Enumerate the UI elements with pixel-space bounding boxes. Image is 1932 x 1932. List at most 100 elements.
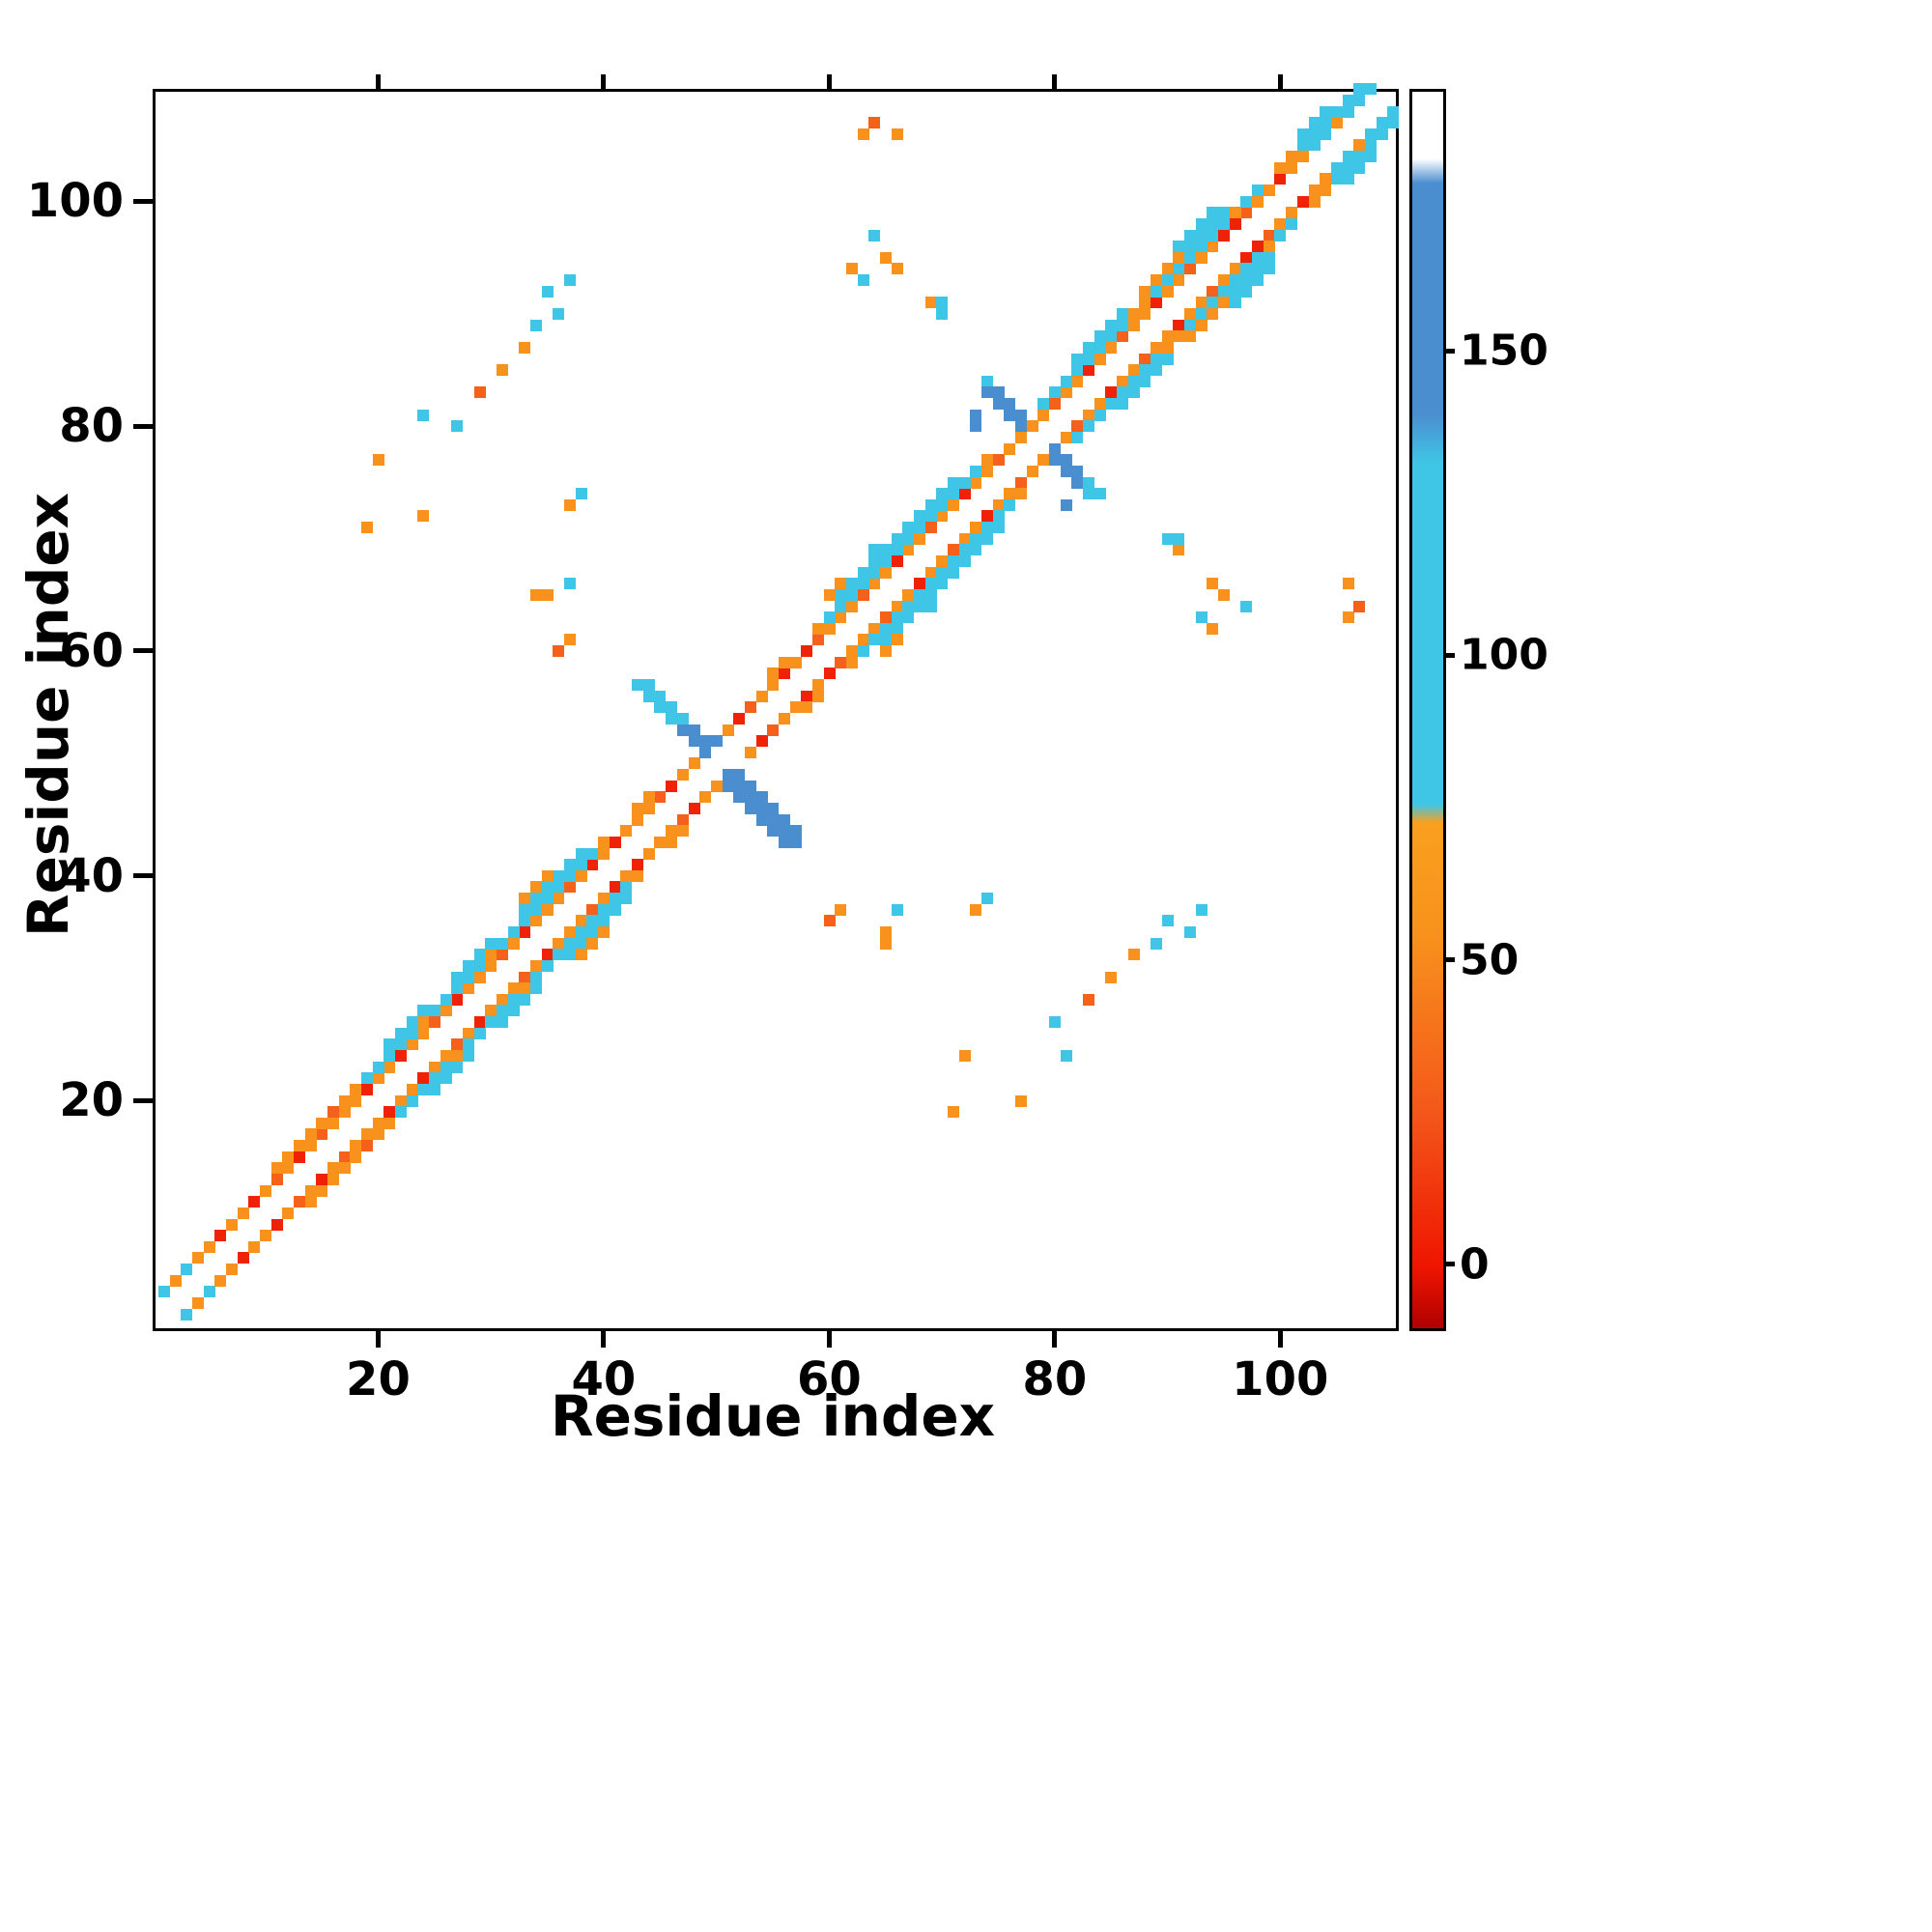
- heatmap-cell: [564, 881, 577, 894]
- heatmap-cell: [902, 600, 915, 612]
- heatmap-cell: [1387, 117, 1400, 129]
- heatmap-cell: [632, 869, 644, 882]
- heatmap-cell: [1184, 263, 1197, 275]
- heatmap-cell: [530, 319, 542, 331]
- heatmap-cell: [1161, 353, 1174, 365]
- heatmap-cell: [1218, 207, 1231, 219]
- heatmap-cell: [429, 1072, 440, 1085]
- heatmap-cell: [1127, 386, 1140, 399]
- heatmap-cell: [1252, 241, 1264, 253]
- heatmap-cell: [1376, 117, 1388, 129]
- heatmap-cell: [282, 1162, 295, 1175]
- heatmap-cell: [338, 1094, 351, 1107]
- heatmap-cell: [879, 645, 892, 657]
- heatmap-cell: [801, 701, 813, 714]
- y-axis-label: Residue index: [15, 492, 81, 938]
- heatmap-cell: [1161, 285, 1174, 298]
- heatmap-cell: [924, 566, 937, 579]
- heatmap-cell: [823, 915, 836, 927]
- heatmap-cell: [1353, 94, 1366, 106]
- heatmap-cell: [372, 1061, 384, 1073]
- heatmap-cell: [666, 712, 678, 724]
- heatmap-cell: [1342, 151, 1354, 162]
- heatmap-cell: [473, 386, 486, 399]
- heatmap-cell: [586, 915, 599, 927]
- y-tick-label: 40: [59, 848, 124, 903]
- heatmap-cell: [157, 1286, 170, 1298]
- heatmap-cell: [1004, 398, 1016, 410]
- heatmap-cell: [1139, 285, 1151, 298]
- colorbar-tick-label: 150: [1460, 326, 1548, 376]
- heatmap-cell: [654, 791, 667, 804]
- heatmap-cell: [497, 1005, 508, 1017]
- heatmap-cell: [970, 522, 982, 533]
- heatmap-cell: [1207, 578, 1219, 590]
- heatmap-cell: [1330, 161, 1343, 174]
- heatmap-cell: [541, 881, 554, 894]
- heatmap-cell: [1117, 386, 1128, 399]
- heatmap-cell: [1296, 139, 1309, 152]
- heatmap-cell: [733, 791, 746, 804]
- heatmap-cell: [958, 554, 971, 567]
- heatmap-cell: [891, 634, 903, 646]
- heatmap-cell: [293, 1196, 305, 1208]
- heatmap-cell: [936, 498, 949, 511]
- heatmap-cell: [440, 1049, 452, 1062]
- heatmap-cell: [1161, 341, 1174, 354]
- heatmap-cell: [902, 532, 915, 545]
- heatmap-cell: [1274, 161, 1287, 174]
- heatmap-cell: [845, 656, 858, 668]
- heatmap-cell: [1207, 217, 1219, 230]
- heatmap-cell: [1161, 263, 1174, 275]
- heatmap-cell: [169, 1274, 182, 1287]
- heatmap-cell: [1105, 330, 1118, 343]
- heatmap-cell: [947, 476, 959, 489]
- heatmap-cell: [924, 522, 937, 533]
- heatmap-cell: [384, 1061, 396, 1073]
- heatmap-cell: [1049, 454, 1061, 467]
- heatmap-cell: [564, 937, 577, 950]
- heatmap-cell: [1240, 274, 1253, 286]
- heatmap-cell: [778, 656, 790, 668]
- heatmap-cell: [440, 1072, 452, 1085]
- heatmap-cell: [507, 993, 520, 1006]
- heatmap-cell: [519, 971, 531, 983]
- heatmap-cell: [1376, 128, 1388, 140]
- heatmap-cell: [947, 498, 959, 511]
- heatmap-cell: [620, 869, 633, 882]
- heatmap-cell: [699, 791, 712, 804]
- heatmap-cell: [497, 949, 508, 961]
- heatmap-cell: [372, 1128, 384, 1141]
- heatmap-cell: [270, 1162, 283, 1175]
- heatmap-cell: [1173, 241, 1185, 253]
- heatmap-cell: [1083, 476, 1094, 489]
- heatmap-cell: [1195, 297, 1208, 309]
- heatmap-cell: [1161, 532, 1174, 545]
- heatmap-cell: [710, 735, 723, 748]
- x-tick-label: 100: [1232, 1352, 1329, 1406]
- heatmap-cell: [1207, 241, 1219, 253]
- x-axis-label: Residue index: [550, 1383, 996, 1449]
- heatmap-cell: [755, 735, 768, 748]
- heatmap-cell: [789, 701, 802, 714]
- heatmap-cell: [970, 532, 982, 545]
- heatmap-cell: [609, 836, 621, 848]
- heatmap-cell: [1094, 341, 1106, 354]
- heatmap-cell: [1083, 409, 1094, 421]
- heatmap-cell: [688, 735, 700, 748]
- y-tick-mark: [133, 1097, 153, 1103]
- heatmap-cell: [1252, 195, 1264, 208]
- heatmap-cell: [811, 678, 824, 691]
- heatmap-cell: [360, 522, 373, 533]
- heatmap-cell: [767, 825, 780, 838]
- heatmap-cell: [958, 1049, 971, 1062]
- heatmap-cell: [575, 915, 587, 927]
- heatmap-cell: [350, 1094, 362, 1107]
- heatmap-cell: [316, 1184, 328, 1197]
- x-tick-mark-top: [1277, 74, 1283, 89]
- heatmap-cell: [473, 971, 486, 983]
- heatmap-cell: [1071, 431, 1084, 443]
- heatmap-cell: [733, 780, 746, 792]
- heatmap-cell: [1015, 420, 1027, 433]
- heatmap-cell: [1353, 161, 1366, 174]
